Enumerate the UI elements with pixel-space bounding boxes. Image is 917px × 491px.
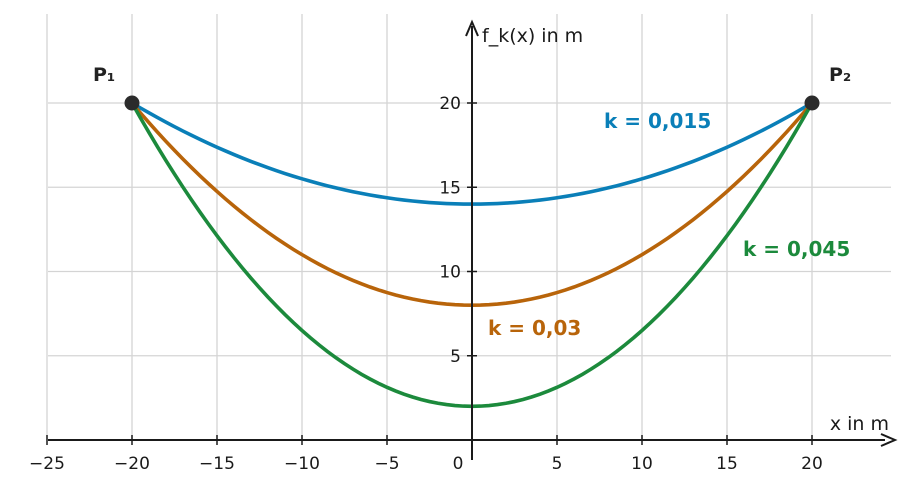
x-tick-label: −15: [199, 454, 235, 474]
y-tick-label: 15: [439, 178, 461, 198]
point-label-2: P₂: [829, 64, 851, 86]
series-label-1: k = 0,03: [488, 316, 581, 340]
y-axis-label: f_k(x) in m: [482, 25, 583, 47]
point-label-1: P₁: [93, 64, 115, 86]
y-tick-label: 5: [450, 347, 461, 367]
series-label-2: k = 0,045: [743, 237, 850, 261]
x-axis-arrow: [880, 433, 898, 447]
x-tick-label: −10: [284, 454, 320, 474]
series-label-0: k = 0,015: [604, 109, 711, 133]
point-1: [124, 95, 140, 111]
y-tick-label: 20: [439, 94, 461, 114]
x-tick-label: 20: [801, 454, 823, 474]
x-tick-label: −20: [114, 454, 150, 474]
x-tick-label: 5: [552, 454, 563, 474]
x-tick-label: 15: [716, 454, 738, 474]
points: [124, 95, 820, 111]
y-axis-arrow: [465, 19, 479, 37]
x-tick-label: −25: [29, 454, 65, 474]
x-tick-label: 0: [453, 454, 464, 474]
labels: −25 −20 −15 −10 −5 0 5 10 15 20 5 10 15 20 x in m f_k(x…: [29, 25, 889, 474]
axes: [48, 19, 898, 460]
x-tick-label: −5: [374, 454, 399, 474]
grid: [46, 14, 891, 440]
point-2: [804, 95, 820, 111]
ticks: [46, 102, 813, 445]
x-tick-label: 10: [631, 454, 653, 474]
x-axis-label: x in m: [830, 413, 889, 435]
y-tick-label: 10: [439, 263, 461, 283]
